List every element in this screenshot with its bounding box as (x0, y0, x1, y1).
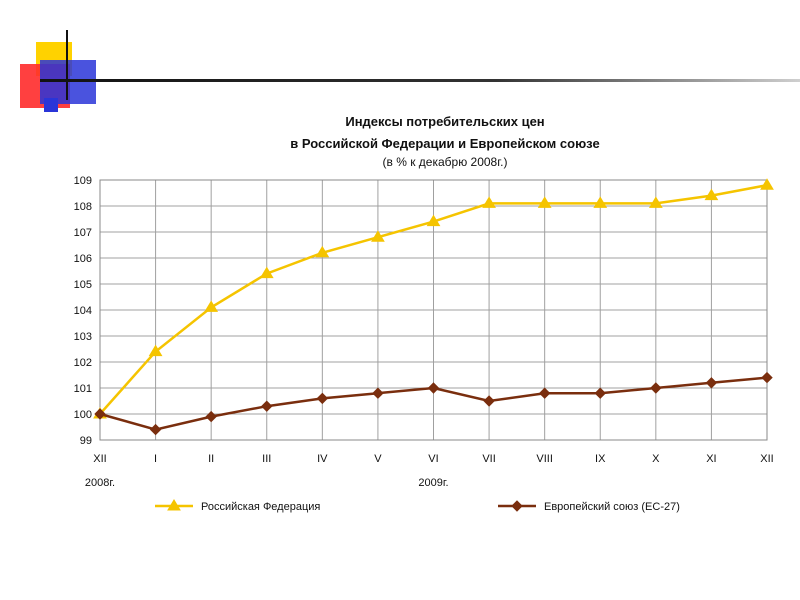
x-tick-label: X (652, 453, 660, 465)
series-2-point (427, 382, 440, 394)
x-tick-label: IX (595, 453, 606, 465)
series-1-point (259, 266, 274, 279)
series-2-point (149, 423, 162, 436)
series-2-point (372, 387, 384, 399)
series-1-point (704, 188, 719, 201)
legend-label-2: Европейский союз (ЕС-27) (544, 501, 680, 513)
x-tick-label: III (262, 453, 271, 465)
chart-title-line-2: в Российской Федерации и Европейском сою… (290, 136, 599, 151)
series-2-point (705, 377, 718, 389)
year-label: 2009г. (418, 477, 448, 489)
y-tick-label: 105 (74, 279, 92, 291)
decor-small-blue-square (44, 98, 58, 112)
decor-vertical-line (66, 30, 68, 100)
x-tick-label: XII (760, 453, 773, 465)
series-1-point (482, 196, 496, 208)
y-tick-label: 103 (74, 331, 92, 343)
series-1-point (315, 245, 330, 258)
x-tick-label: II (208, 453, 214, 465)
series-1-point (760, 178, 774, 190)
legend: Российская Федерация Европейский союз (ЕС… (155, 499, 680, 513)
series-2-point (483, 395, 495, 407)
series-1-point (537, 196, 552, 208)
decor-blue-square (40, 60, 96, 104)
x-tick-label: IV (317, 453, 328, 465)
series-2-point (316, 392, 329, 405)
series-2-point (538, 387, 551, 399)
legend-marker-1 (167, 499, 181, 511)
x-tick-label: VI (428, 453, 438, 465)
series-1-point (593, 196, 608, 208)
series-2-point (650, 382, 662, 394)
y-tick-label: 109 (74, 175, 92, 187)
y-tick-label: 108 (74, 201, 92, 213)
year-label: 2008г. (85, 477, 115, 489)
series-layer (93, 178, 774, 436)
y-tick-label: 102 (74, 357, 92, 369)
x-tick-label: XII (93, 453, 106, 465)
y-tick-label: 106 (74, 253, 92, 265)
series-1-point (148, 344, 163, 357)
series-2-point (94, 408, 106, 420)
series-1-point (204, 300, 219, 312)
chart-subtitle: (в % к декабрю 2008г.) (383, 155, 508, 169)
legend-label-1: Российская Федерация (201, 501, 320, 513)
series-2-point (205, 410, 217, 423)
series-2-point (594, 387, 606, 399)
series-2-point (261, 400, 273, 412)
series-1-point (648, 196, 663, 208)
decor-horizontal-rule (40, 79, 800, 82)
y-tick-label: 100 (74, 409, 92, 421)
x-tick-label: XI (706, 453, 716, 465)
chart-title-line-1: Индексы потребительских цен (345, 114, 544, 129)
series-2-point (761, 371, 773, 384)
y-tick-label: 107 (74, 227, 92, 239)
x-tick-label: VII (482, 453, 495, 465)
plot-area-border (99, 179, 768, 441)
x-tick-label: I (154, 453, 157, 465)
series-1-point (426, 214, 441, 227)
x-tick-label: V (374, 453, 382, 465)
y-tick-label: 104 (74, 305, 92, 317)
y-tick-label: 99 (80, 435, 92, 447)
legend-marker-2 (511, 500, 523, 512)
series-1-point (371, 230, 385, 242)
x-tick-label: VIII (536, 453, 553, 465)
y-tick-label: 101 (74, 383, 92, 395)
